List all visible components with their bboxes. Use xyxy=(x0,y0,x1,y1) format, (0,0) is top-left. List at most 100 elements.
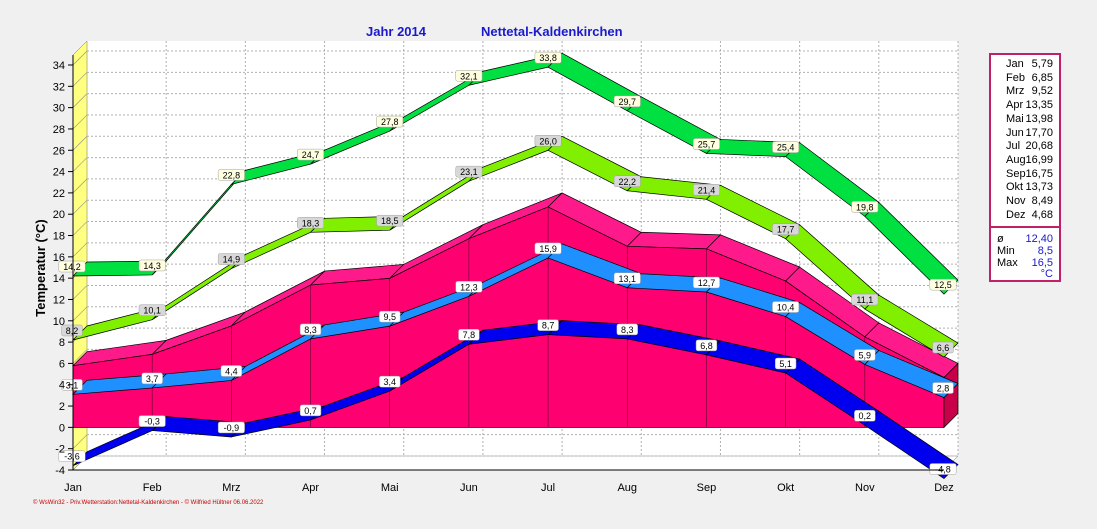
legend-stat-row: Min 8,5 xyxy=(991,245,1059,257)
svg-text:32,1: 32,1 xyxy=(460,71,478,81)
x-tick-label: Dez xyxy=(934,482,954,494)
svg-text:0,2: 0,2 xyxy=(859,411,872,421)
legend-row: Sep 16,75 xyxy=(991,168,1059,181)
y-tick-label: -4 xyxy=(55,465,65,477)
data-label-mean-max: 18,3 xyxy=(297,217,324,229)
grid-line-side xyxy=(72,136,88,151)
y-tick-label: 26 xyxy=(53,145,65,157)
legend-stat-label: Max xyxy=(997,257,1018,269)
y-tick-label: 6 xyxy=(59,358,65,370)
data-label-mean-min: -0,3 xyxy=(138,415,166,427)
data-label-mean-max: 14,9 xyxy=(217,253,245,265)
svg-text:8,2: 8,2 xyxy=(66,326,79,336)
y-tick-label: 0 xyxy=(59,422,65,434)
data-label-mean-min: -0,9 xyxy=(217,421,245,434)
legend-stat-value: 8,5 xyxy=(1037,245,1053,257)
svg-text:22,2: 22,2 xyxy=(619,177,637,187)
y-axis-label: Temperatur (°C) xyxy=(33,219,48,316)
legend-month: Mai xyxy=(1006,112,1024,125)
svg-text:9,5: 9,5 xyxy=(383,312,396,322)
data-label-mean-min: 8,3 xyxy=(616,323,638,336)
plot-floor xyxy=(72,455,959,471)
data-label-mean: 3,7 xyxy=(141,372,163,385)
legend-value: 17,70 xyxy=(1025,126,1053,139)
legend-month: Jun xyxy=(1006,126,1024,139)
data-label-abs-max: 19,8 xyxy=(851,201,879,213)
x-tick-label: Nov xyxy=(855,482,875,494)
svg-text:6,8: 6,8 xyxy=(700,341,713,351)
legend-month: Jul xyxy=(1006,140,1021,153)
chart-title-year: Jahr 2014 xyxy=(366,24,426,39)
data-label-mean: 5,9 xyxy=(854,349,876,361)
grid-line-side xyxy=(72,93,88,108)
data-label-abs-max: 14,2 xyxy=(58,260,86,273)
svg-text:33,8: 33,8 xyxy=(539,53,557,63)
legend-row: Nov 8,49 xyxy=(991,195,1059,208)
data-label-mean-min: -3,6 xyxy=(58,450,86,462)
legend-divider xyxy=(991,226,1059,228)
svg-text:18,3: 18,3 xyxy=(302,218,320,228)
grid-line-side xyxy=(72,199,88,215)
y-tick-label: 28 xyxy=(53,124,65,136)
data-label-mean-max: 11,1 xyxy=(851,293,879,306)
legend-month: Jan xyxy=(1006,58,1024,70)
y-tick-label: 10 xyxy=(53,316,65,328)
svg-text:7,8: 7,8 xyxy=(463,330,476,340)
x-tick-label: Aug xyxy=(617,482,637,494)
legend-value: 13,35 xyxy=(1025,99,1053,112)
data-label-mean-min: 6,8 xyxy=(695,339,718,352)
legend-value: 9,52 xyxy=(1031,85,1053,98)
x-tick-label: Jul xyxy=(541,482,555,494)
svg-text:-3,6: -3,6 xyxy=(64,452,80,462)
legend-month: Aug xyxy=(1006,153,1026,166)
svg-text:15,9: 15,9 xyxy=(539,244,557,254)
data-label-mean-min: 8,7 xyxy=(537,319,559,331)
svg-text:24,7: 24,7 xyxy=(302,150,320,160)
svg-text:8,7: 8,7 xyxy=(542,321,555,331)
svg-text:14,3: 14,3 xyxy=(143,261,161,271)
data-label-mean-max: 8,2 xyxy=(61,324,83,337)
y-tick-label: 34 xyxy=(53,60,65,72)
legend-unit: °C xyxy=(1040,268,1053,280)
data-label-abs-max: 25,7 xyxy=(693,138,720,150)
data-label-mean-min: 0,7 xyxy=(299,404,322,417)
svg-text:-0,9: -0,9 xyxy=(224,423,240,433)
legend-month: Sep xyxy=(1006,167,1026,180)
data-label-mean: 12,3 xyxy=(455,281,483,293)
data-label-mean: 15,9 xyxy=(534,242,562,255)
svg-text:10,4: 10,4 xyxy=(777,303,795,313)
data-label-mean-max: 17,7 xyxy=(772,223,800,235)
data-label-mean: 12,7 xyxy=(693,276,720,289)
data-label-mean: 8,3 xyxy=(299,323,322,336)
svg-text:6,6: 6,6 xyxy=(937,343,950,353)
legend-value: 8,49 xyxy=(1031,195,1053,207)
data-label-abs-max: 29,7 xyxy=(613,95,641,108)
data-label-mean-min: 5,1 xyxy=(774,357,797,370)
chart-title-station: Nettetal-Kaldenkirchen xyxy=(481,24,623,39)
legend-value: 13,73 xyxy=(1025,181,1053,194)
legend-month: Nov xyxy=(1006,195,1026,207)
grid-line-side xyxy=(72,349,88,364)
y-tick-label: 30 xyxy=(53,103,65,115)
legend-row: Jan 5,79 xyxy=(991,58,1059,71)
grid-line-side xyxy=(72,157,88,172)
data-label-mean: 4,4 xyxy=(220,365,243,377)
svg-text:-0,3: -0,3 xyxy=(144,417,160,427)
grid-line-side xyxy=(72,285,88,300)
legend-stat-row: ø 12,40 xyxy=(991,233,1059,245)
svg-text:13,1: 13,1 xyxy=(619,274,637,284)
grid-line-side xyxy=(72,72,88,87)
legend-value: 16,75 xyxy=(1025,167,1053,180)
y-tick-label: 4 xyxy=(59,380,65,392)
svg-text:4,4: 4,4 xyxy=(225,366,238,376)
svg-text:18,5: 18,5 xyxy=(381,216,399,226)
y-tick-label: 12 xyxy=(53,294,65,306)
grid-line-side xyxy=(72,221,88,236)
svg-text:12,3: 12,3 xyxy=(460,282,478,292)
y-tick-label: -2 xyxy=(55,444,65,456)
y-tick-label: 22 xyxy=(53,188,65,200)
data-label-mean-max: 18,5 xyxy=(376,214,404,227)
data-label-mean: 10,4 xyxy=(772,301,800,313)
data-label-abs-max: 32,1 xyxy=(455,70,483,82)
data-label-mean-min: 0,2 xyxy=(854,409,876,422)
